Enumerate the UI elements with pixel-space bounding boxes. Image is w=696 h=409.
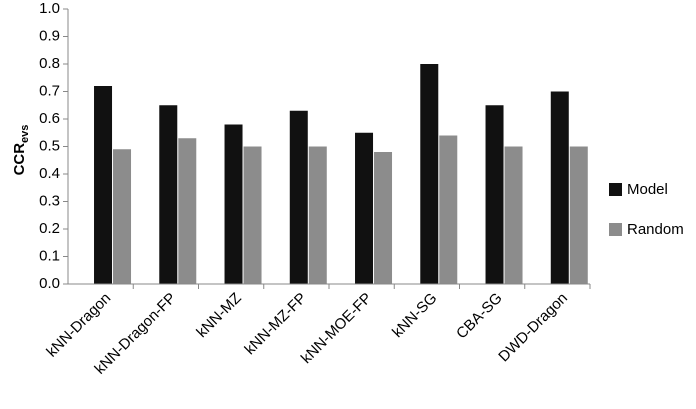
x-tick-label: kNN-MZ-FP <box>241 290 310 359</box>
y-tick-label: 0.4 <box>39 165 60 182</box>
y-tick-label: 0.2 <box>39 220 60 237</box>
y-axis-label: CCRevs <box>11 125 31 176</box>
x-tick-label: kNN-MZ <box>193 290 244 341</box>
bar <box>159 105 178 284</box>
y-label-subscript: evs <box>19 125 31 143</box>
bar <box>504 146 523 284</box>
bar <box>355 132 374 284</box>
bar <box>374 152 393 284</box>
x-tick-label: kNN-SG <box>389 290 441 342</box>
bar <box>94 86 113 284</box>
y-tick-label: 0.8 <box>39 55 60 72</box>
y-tick-label: 0.6 <box>39 110 60 127</box>
bar <box>439 135 458 284</box>
y-tick-label: 0.1 <box>39 247 60 264</box>
y-tick-label: 0.5 <box>39 137 60 154</box>
y-tick-label: 0.3 <box>39 192 60 209</box>
x-tick-label: kNN-Dragon <box>43 290 114 361</box>
y-tick-label: 1.0 <box>39 0 60 17</box>
x-tick-label: CBA-SG <box>453 290 506 343</box>
y-tick-label: 0.0 <box>39 275 60 292</box>
legend-label: Random <box>627 221 684 238</box>
bar <box>550 91 569 284</box>
legend-label: Model <box>627 181 668 198</box>
y-tick-label: 0.9 <box>39 27 60 44</box>
bar <box>485 105 504 284</box>
legend-swatch <box>609 183 622 196</box>
legend-swatch <box>609 223 622 236</box>
bar <box>224 124 243 284</box>
y-tick-label: 0.7 <box>39 82 60 99</box>
bar <box>178 138 197 284</box>
bar <box>308 146 327 284</box>
bar <box>243 146 262 284</box>
x-tick-label: DWD-Dragon <box>495 290 571 366</box>
bar <box>289 110 308 284</box>
y-label-main: CCR <box>11 143 28 176</box>
bar <box>113 149 132 284</box>
bar <box>420 64 439 284</box>
bar <box>569 146 588 284</box>
